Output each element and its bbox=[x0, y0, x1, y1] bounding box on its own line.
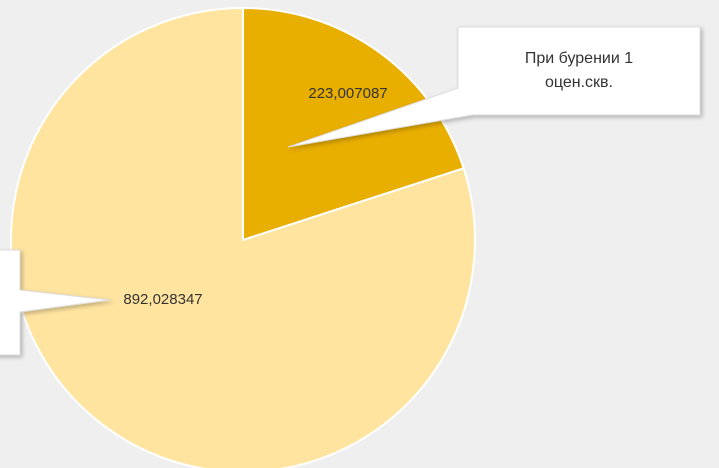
category-label: При бурении 1 оцен.скв. bbox=[524, 50, 634, 91]
data-label: 223,007087 bbox=[308, 85, 387, 102]
pie-slice bbox=[10, 6, 476, 468]
data-label: 892,028347 bbox=[123, 291, 202, 308]
callout-box bbox=[0, 249, 111, 356]
callout-box bbox=[287, 26, 701, 148]
